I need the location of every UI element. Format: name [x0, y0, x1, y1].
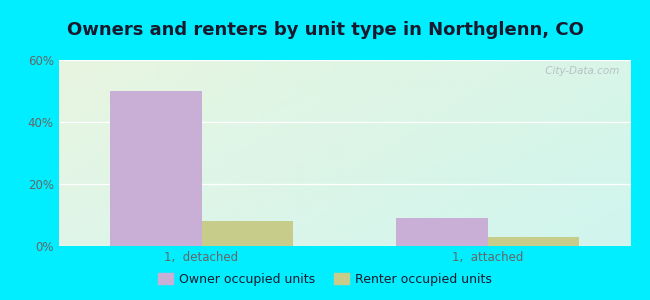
Text: City-Data.com: City-Data.com — [541, 66, 619, 76]
Bar — [488, 237, 579, 246]
Bar — [396, 218, 488, 246]
Bar — [110, 91, 202, 246]
Legend: Owner occupied units, Renter occupied units: Owner occupied units, Renter occupied un… — [153, 268, 497, 291]
Text: Owners and renters by unit type in Northglenn, CO: Owners and renters by unit type in North… — [66, 21, 584, 39]
Bar — [202, 221, 293, 246]
